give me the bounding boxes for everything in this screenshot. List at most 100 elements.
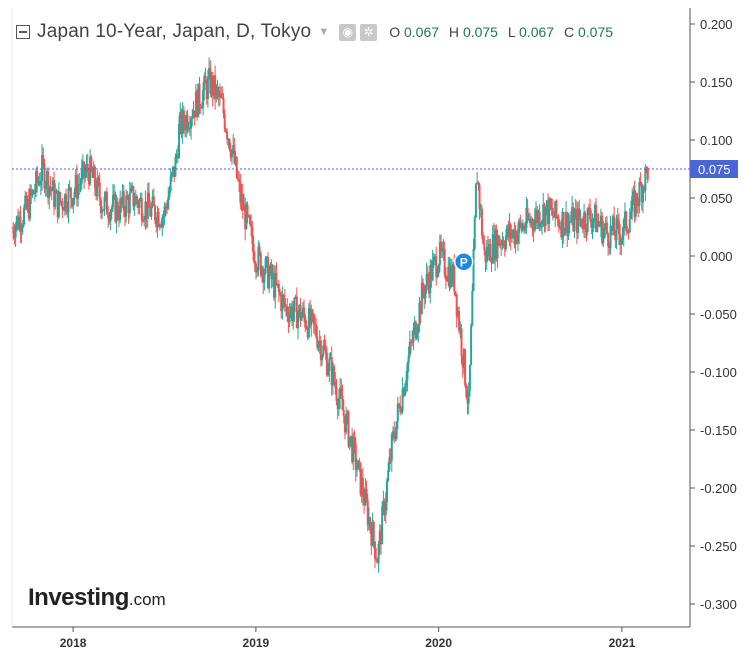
candle (394, 427, 397, 442)
candle (85, 154, 88, 178)
candle (330, 346, 333, 396)
candle (530, 216, 533, 229)
candle (550, 198, 553, 216)
candle-body (530, 219, 533, 223)
gear-icon[interactable]: ✲ (360, 23, 378, 41)
candle (364, 478, 367, 507)
candle (575, 200, 578, 244)
candle (113, 184, 116, 200)
candle (75, 164, 78, 207)
candle (643, 185, 646, 193)
candle-body (575, 209, 578, 234)
candle (352, 432, 355, 471)
candle-body (123, 210, 126, 217)
candle-body (113, 193, 116, 196)
candle (254, 261, 257, 280)
candle-body (609, 225, 612, 249)
candle (186, 109, 189, 134)
candle-body (538, 211, 541, 228)
candle-body (502, 240, 505, 246)
candle-body (377, 544, 380, 564)
candle (299, 297, 302, 327)
candle-body (379, 530, 382, 545)
candle (599, 208, 602, 238)
candle-body (218, 93, 221, 98)
candle (408, 330, 411, 359)
candle-body (414, 321, 417, 339)
candle (336, 398, 339, 420)
candle-body (566, 212, 569, 236)
candle (486, 235, 489, 261)
candle (500, 239, 503, 256)
candle-body (526, 207, 529, 221)
candle-body (418, 302, 421, 327)
candle (423, 283, 426, 310)
high-value: 0.075 (462, 24, 498, 40)
candle (508, 212, 511, 247)
candle-body (282, 295, 285, 299)
candle-body (422, 282, 425, 292)
candle (140, 192, 143, 226)
candle (365, 480, 368, 503)
candle (57, 182, 60, 219)
candle (277, 279, 280, 302)
candle (271, 264, 274, 288)
candle-body (361, 477, 364, 497)
candle (389, 448, 392, 465)
candle-body (143, 219, 146, 222)
candle (305, 320, 308, 330)
candle (95, 179, 98, 200)
candle-body (103, 196, 106, 210)
candle-body (270, 264, 273, 280)
candle (180, 108, 183, 139)
candle-body (229, 149, 232, 158)
candle (98, 172, 101, 206)
candle-body (602, 229, 605, 244)
chevron-down-icon[interactable]: ▼ (318, 26, 330, 38)
candle-body (387, 470, 390, 481)
candle-body (423, 291, 426, 299)
candle (162, 210, 165, 228)
candle-body (583, 212, 586, 230)
candle-body (357, 460, 360, 470)
candle (597, 213, 600, 227)
candle (198, 77, 201, 114)
candle-body (221, 97, 224, 99)
candle-body (401, 388, 404, 412)
candle (436, 266, 439, 279)
candle (43, 158, 46, 194)
candle (169, 168, 172, 194)
candle (593, 202, 596, 228)
candle-body (127, 198, 130, 214)
candle-body (226, 131, 229, 140)
candle (480, 204, 483, 240)
candle-body (294, 296, 297, 298)
candle-body (167, 197, 170, 209)
candle (223, 109, 226, 133)
candle-body (402, 388, 405, 396)
candle-body (498, 242, 501, 246)
event-marker (453, 252, 474, 272)
candle (194, 83, 197, 118)
candle-body (313, 323, 316, 325)
y-tick-label: 0.150 (700, 75, 733, 90)
candle (27, 188, 30, 222)
candle (572, 202, 575, 232)
eye-icon[interactable]: ◉ (339, 23, 357, 41)
candle (435, 246, 438, 286)
candle-body (428, 280, 431, 294)
candle (472, 238, 475, 292)
candle-body (516, 232, 519, 243)
candle (60, 200, 63, 207)
candle-body (222, 98, 225, 114)
candle-body (621, 235, 624, 240)
candle-body (416, 333, 419, 339)
candle-body (479, 208, 482, 210)
candle-body (98, 182, 101, 200)
candle-body (50, 188, 53, 192)
candle-body (405, 380, 408, 387)
collapse-icon[interactable] (16, 25, 30, 39)
candle (38, 172, 41, 187)
